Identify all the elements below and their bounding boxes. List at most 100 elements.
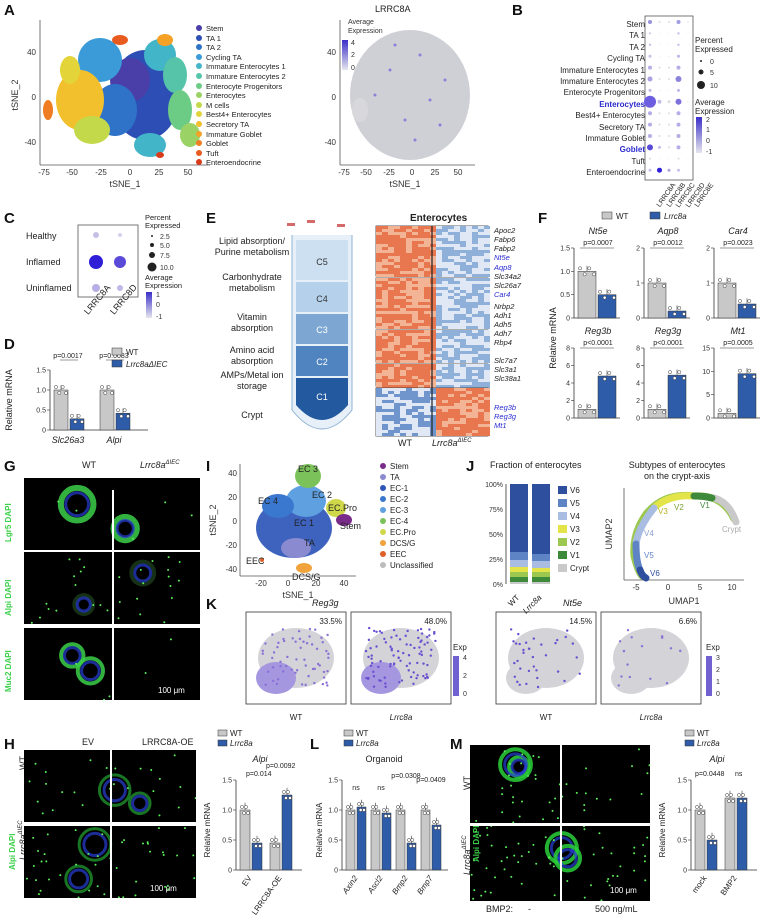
e-heat-cell [478, 357, 484, 360]
k-dot [617, 684, 620, 687]
e-heat-cell [382, 330, 388, 333]
e-heat-cell [430, 388, 436, 391]
e-heat-cell [400, 345, 406, 348]
e-heat-cell [406, 367, 412, 370]
k-dot [392, 663, 396, 666]
e-heat-cell [442, 330, 448, 333]
b-dot [687, 44, 689, 46]
k-dot [398, 638, 402, 641]
e-xlabel-ko: Lrrc8aΔIEC [432, 438, 472, 448]
nuclei-ring [75, 596, 92, 613]
e-heat-cell [394, 259, 400, 262]
e-heat-cell [454, 293, 460, 296]
e-heat-cell [388, 271, 394, 274]
e-heat-cell [472, 284, 478, 287]
l-legend-wt-swatch [343, 729, 354, 737]
k-dot [417, 636, 420, 640]
e-heat-cell [388, 345, 394, 348]
speckle [595, 797, 598, 800]
e-heat-cell [400, 424, 406, 427]
f-legend-ko: Lrrc8a [664, 212, 687, 221]
e-heat-cell [466, 293, 472, 296]
e-heat-cell [484, 262, 490, 265]
e-heat-cell [424, 342, 430, 345]
e-heat-cell [448, 430, 454, 433]
panel-c-dotplot [77, 224, 139, 298]
e-heat-cell [382, 379, 388, 382]
e-heat-cell [460, 406, 466, 409]
e-heat-cell [460, 271, 466, 274]
e-heat-cell [448, 342, 454, 345]
data-point [286, 790, 290, 794]
e-heat-cell [460, 284, 466, 287]
e-heat-cell [484, 409, 490, 412]
e-heat-cell [472, 394, 478, 397]
e-heat-cell [466, 412, 472, 415]
organoid-ring [97, 773, 132, 807]
b-row-label: Cycling TA [607, 54, 645, 64]
e-heat-cell [430, 308, 436, 311]
data-point [76, 413, 81, 418]
e-heat-cell [442, 229, 448, 232]
speckle [490, 826, 493, 828]
data-point [422, 811, 427, 815]
e-heat-cell [448, 265, 454, 268]
e-heat-cell [418, 281, 424, 284]
speckle [32, 865, 35, 868]
b-dot [667, 100, 671, 104]
e-heat-cell [466, 262, 472, 265]
e-heat-cell [454, 256, 460, 259]
e-heat-cell [466, 229, 472, 232]
e-heat-cell [418, 293, 424, 296]
j-legend-label: V5 [570, 499, 580, 508]
e-heat-cell [448, 268, 454, 271]
e-heat-cell [394, 281, 400, 284]
j-legend-swatch [558, 499, 567, 507]
e-heat-cell [460, 424, 466, 427]
e-heat-cell [412, 379, 418, 382]
data-point [110, 391, 114, 395]
b-row-label: Tuft [631, 156, 645, 166]
e-heat-cell [436, 268, 442, 271]
data-point [709, 841, 713, 845]
e-heat-cell [382, 370, 388, 373]
e-heat-cell [394, 305, 400, 308]
e-heat-cell [394, 433, 400, 436]
e-heat-cell [424, 339, 430, 342]
j-legend-swatch [558, 512, 567, 520]
e-heat-cell [406, 430, 412, 433]
e-heat-cell [442, 299, 448, 302]
speckle [157, 827, 160, 830]
e-heat-cell [424, 388, 430, 391]
speckle [162, 854, 165, 857]
e-heat-cell [394, 345, 400, 348]
speckle [648, 764, 650, 767]
k-dot [367, 638, 371, 642]
y-tick-label: 1.5 [328, 778, 338, 785]
e-heat-cell [418, 379, 424, 382]
e-heat-cell [382, 253, 388, 256]
e-heat-cell [436, 421, 442, 424]
e-heat-cell [424, 394, 430, 397]
e-heat-cell [418, 229, 424, 232]
e-heat-cell [400, 235, 406, 238]
e-heat-cell [424, 253, 430, 256]
speckle [537, 756, 540, 759]
speckle [122, 896, 125, 898]
k-dot [418, 646, 421, 649]
e-heat-cell [478, 232, 484, 235]
e-heat-cell [394, 354, 400, 357]
e-heat-cell [412, 415, 418, 418]
e-heat-cell [418, 421, 424, 424]
m-bmp2-label: BMP2: [486, 904, 514, 914]
e-heat-cell [442, 247, 448, 250]
data-point [731, 799, 735, 803]
speckle [501, 787, 504, 790]
data-point [70, 413, 74, 418]
e-heat-cell [466, 376, 472, 379]
k-dot [279, 660, 282, 664]
e-heat-cell [388, 418, 394, 421]
e-heat-cell [406, 370, 412, 373]
e-heat-cell [394, 400, 400, 403]
y-tick-label: 10 [702, 369, 710, 376]
